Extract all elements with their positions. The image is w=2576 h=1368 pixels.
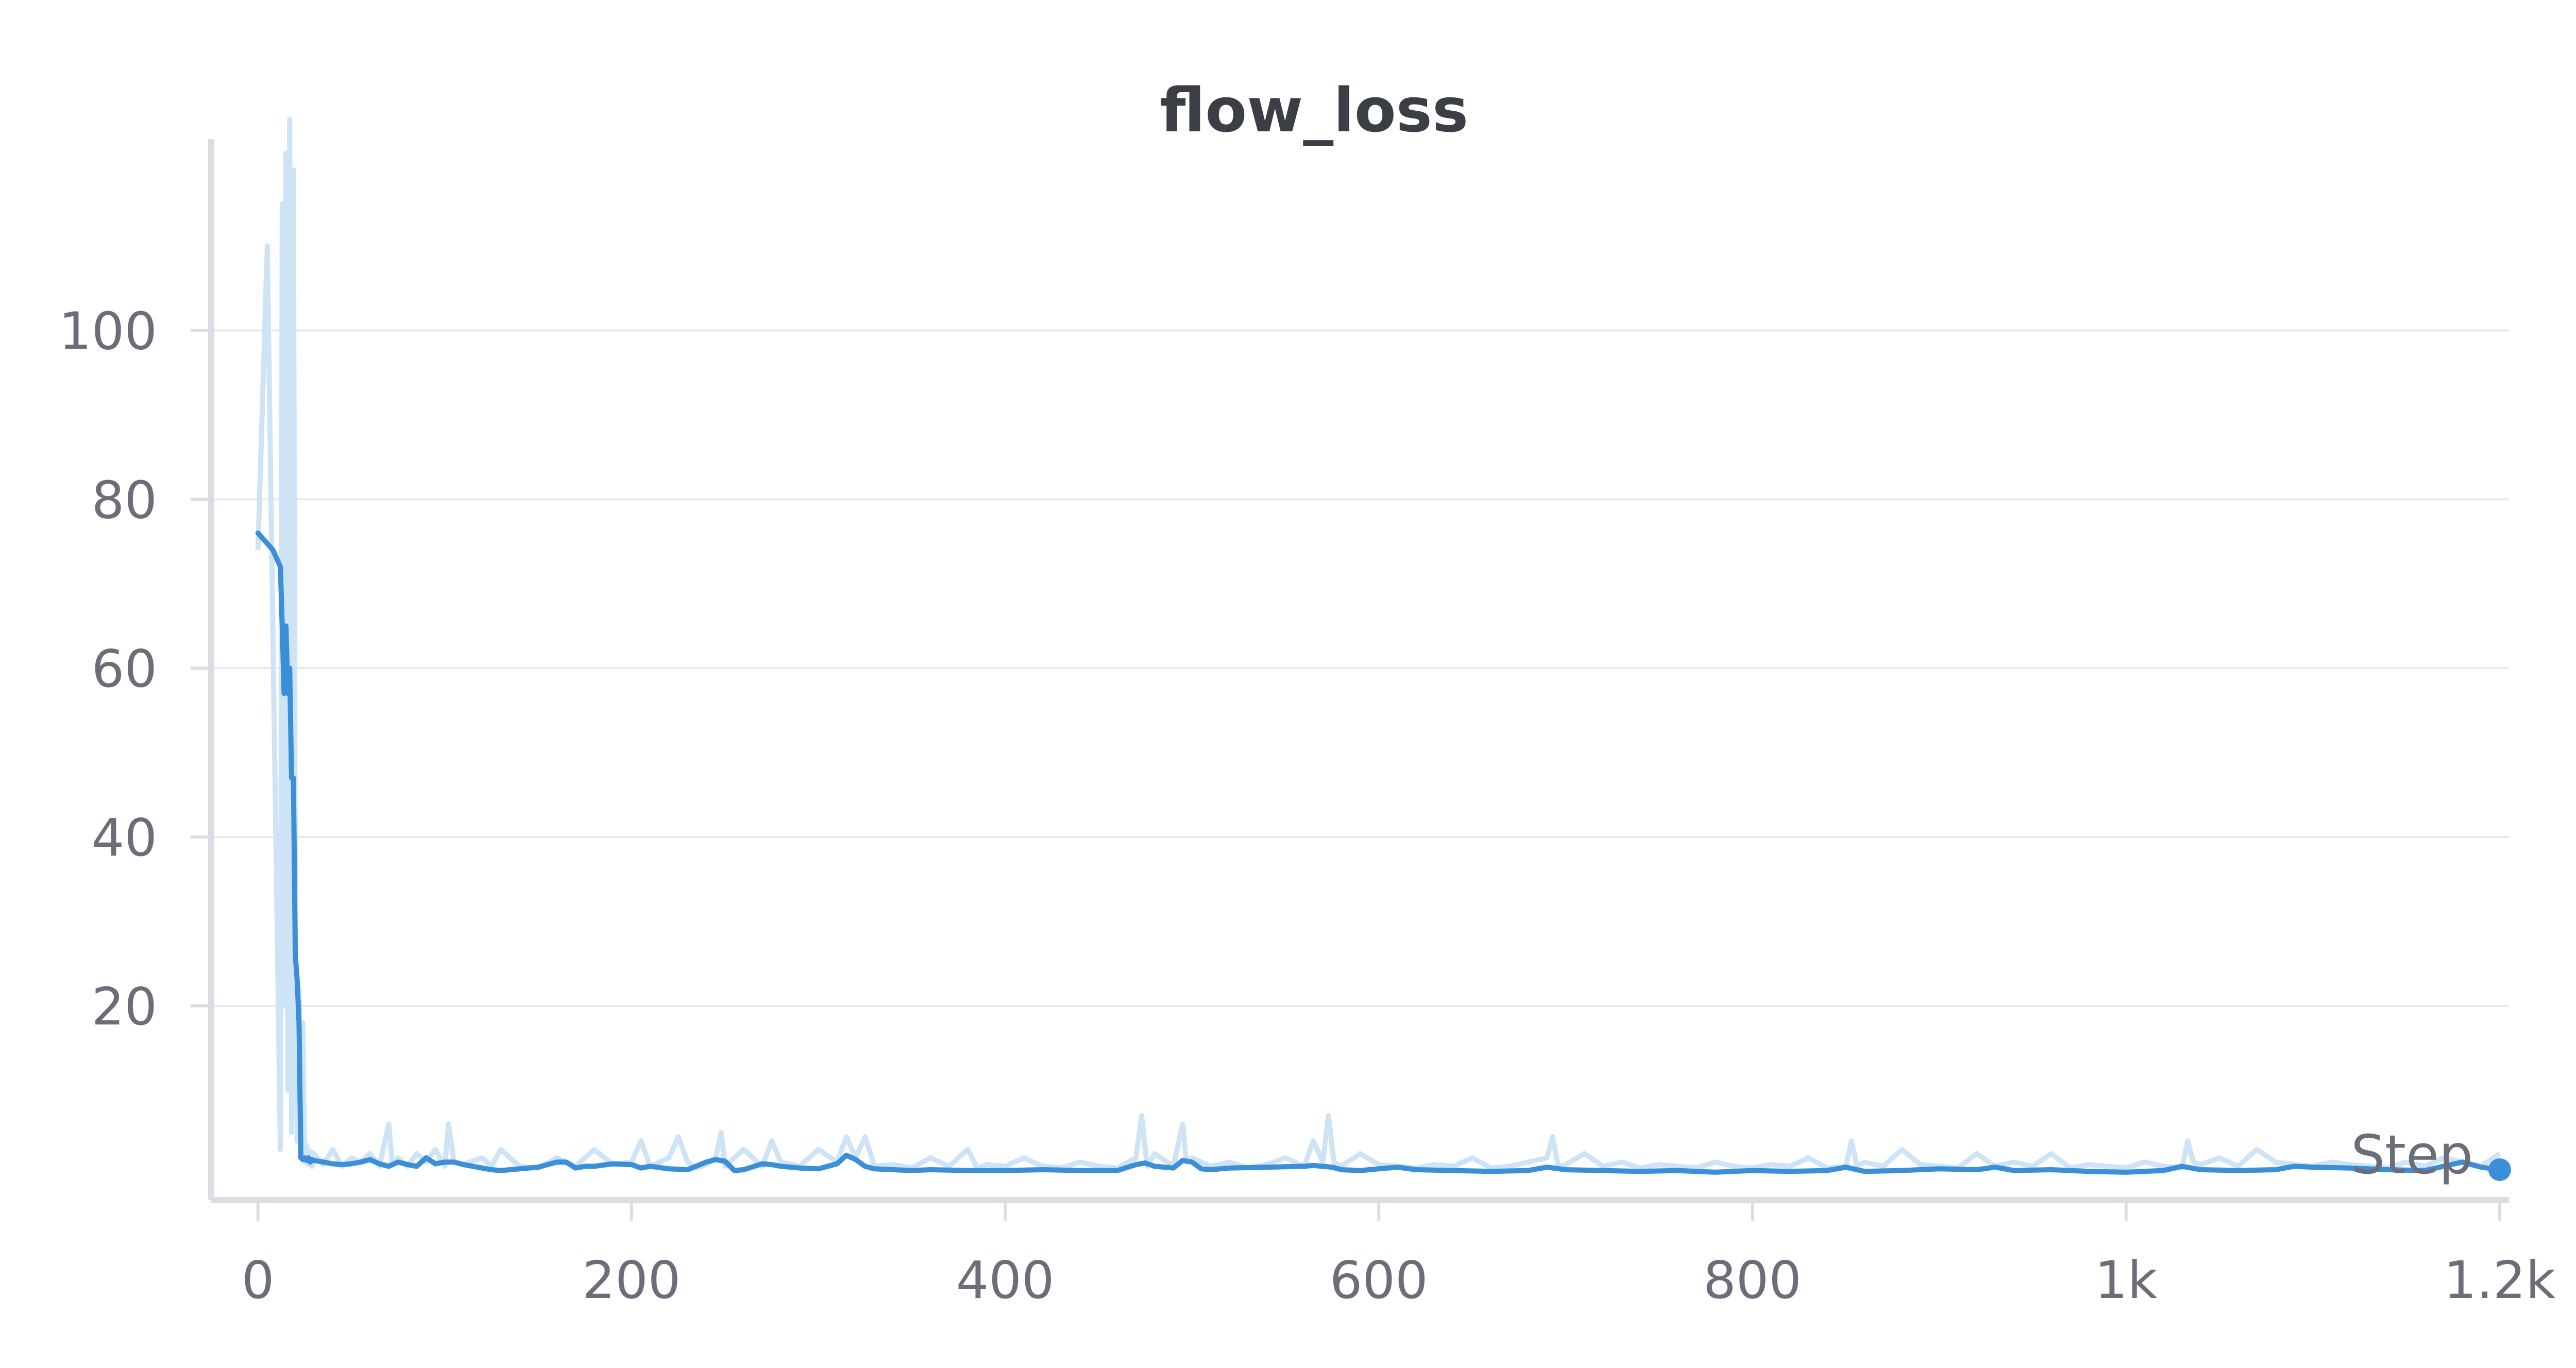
last-point-marker [2488, 1158, 2511, 1181]
chart-title: flow_loss [1160, 75, 1469, 146]
y-tick-label: 20 [92, 977, 157, 1037]
x-tick-label: 0 [242, 1250, 275, 1310]
x-tick-label: 600 [1330, 1250, 1428, 1310]
raw-series-line [255, 116, 2501, 1171]
y-tick-labels: 20 40 60 80 100 [59, 301, 157, 1036]
gridlines [191, 329, 2509, 1007]
y-tick-label: 60 [92, 639, 157, 699]
x-tick-label: 200 [582, 1250, 681, 1310]
y-tick-label: 40 [92, 808, 157, 868]
x-axis-label: Step [2351, 1123, 2473, 1186]
x-tick-label: 1.2k [2444, 1250, 2555, 1310]
raw-series [255, 116, 2501, 1171]
x-tick-label: 1k [2095, 1250, 2158, 1310]
smoothed-series [255, 530, 2502, 1175]
x-tick-labels: 0 200 400 600 800 1k 1.2k [242, 1200, 2555, 1310]
y-tick-label: 100 [59, 301, 157, 361]
axes [208, 139, 2509, 1203]
smoothed-series-line [255, 530, 2502, 1175]
y-tick-label: 80 [92, 470, 157, 530]
x-tick-label: 800 [1703, 1250, 1802, 1310]
x-tick-label: 400 [956, 1250, 1055, 1310]
